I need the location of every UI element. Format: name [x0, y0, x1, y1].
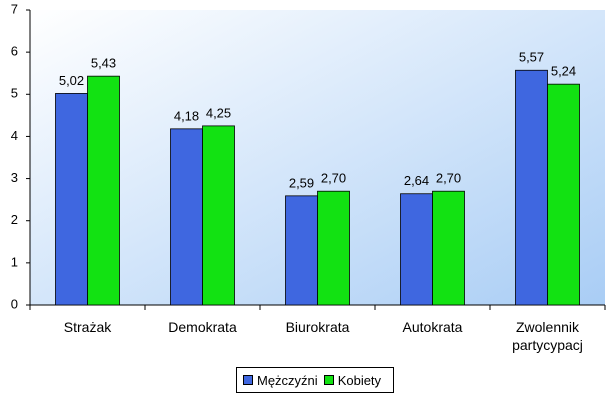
data-label: 2,64: [404, 173, 429, 188]
bar: [285, 195, 318, 306]
legend-label: Kobiety: [337, 372, 382, 388]
y-tick-label: 6: [11, 44, 18, 59]
x-tick-label: Autokrata: [402, 319, 463, 335]
y-tick-label: 5: [11, 86, 18, 101]
y-tick-label: 4: [11, 128, 18, 143]
y-tick-label: 3: [11, 170, 18, 185]
x-tick-label: Demokrata: [168, 319, 237, 335]
bar: [55, 93, 88, 306]
bar: [87, 75, 120, 306]
data-label: 4,25: [206, 105, 231, 120]
x-tick-label: Biurokrata: [285, 319, 350, 335]
legend-swatch: [323, 375, 334, 385]
y-tick-label: 7: [11, 1, 18, 16]
bar: [400, 193, 433, 306]
x-tick-label: Zwolennik partycypacj: [512, 319, 583, 353]
data-label: 5,24: [551, 64, 576, 79]
legend-item: Kobiety: [323, 372, 382, 388]
bar: [432, 190, 465, 306]
legend-item: Mężczyźni: [243, 373, 318, 388]
y-tick-label: 2: [11, 212, 18, 227]
bar: [170, 128, 203, 306]
data-label: 5,02: [59, 73, 84, 88]
data-label: 5,57: [519, 50, 544, 65]
y-tick-label: 0: [11, 296, 18, 311]
bar: [317, 190, 350, 306]
data-label: 2,70: [321, 171, 346, 186]
legend-swatch: [243, 375, 253, 385]
data-label: 5,43: [91, 56, 116, 71]
bar: [202, 125, 235, 306]
x-tick-label: Strażak: [63, 319, 112, 335]
legend-label: Mężczyźni: [257, 372, 318, 388]
bar: [515, 69, 548, 306]
y-tick-label: 1: [11, 254, 18, 269]
legend: Mężczyźni Kobiety: [236, 367, 395, 393]
data-label: 2,59: [289, 175, 314, 190]
data-label: 2,70: [436, 171, 461, 186]
bar: [547, 83, 580, 306]
data-label: 4,18: [174, 108, 199, 123]
